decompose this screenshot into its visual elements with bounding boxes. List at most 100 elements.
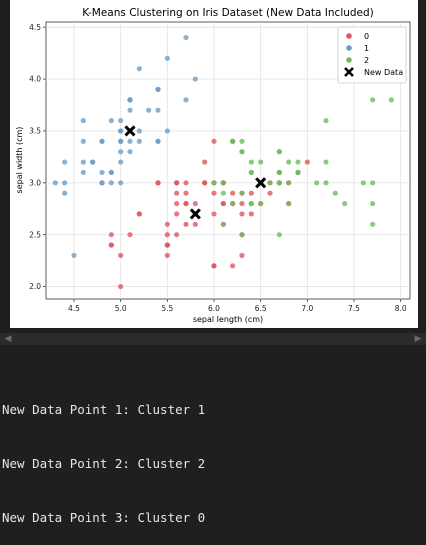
data-point-cluster-2 [258,159,264,165]
new-data-point-marker [124,125,136,137]
scatter-chart: 4.5 5.0 5.5 6.0 6.5 7.0 7.5 8.0 2.0 2.5 3.0 3.5 4.0 4… [15,7,411,324]
data-point-cluster-1 [118,180,124,186]
data-point-cluster-2 [239,149,245,155]
data-point-cluster-0 [239,211,245,217]
data-point-cluster-2 [388,97,394,103]
data-point-cluster-1 [146,107,152,113]
data-point-cluster-0 [304,159,310,165]
data-point-cluster-0 [183,190,189,196]
legend-marker-0 [346,33,352,39]
data-point-cluster-2 [276,169,282,176]
data-point-cluster-0 [202,180,208,186]
data-point-cluster-0 [164,242,170,248]
chart-figure: 4.5 5.0 5.5 6.0 6.5 7.0 7.5 8.0 2.0 2.5 3.0 3.5 4.0 4… [10,0,418,328]
data-point-cluster-2 [370,200,376,207]
data-point-cluster-2 [276,232,282,238]
data-point-cluster-1 [62,180,68,186]
data-point-cluster-2 [220,221,226,227]
data-point-cluster-1 [127,97,133,103]
data-point-cluster-2 [239,232,245,238]
data-point-cluster-1 [183,97,189,103]
grid [46,22,410,299]
data-point-cluster-2 [314,180,320,186]
data-point-cluster-2 [370,97,376,103]
data-point-cluster-0 [108,232,114,238]
legend-marker-1 [346,45,352,51]
y-axis-label: sepal width (cm) [15,127,24,194]
data-point-cluster-1 [127,149,133,155]
data-point-cluster-2 [230,200,236,207]
data-point-cluster-2 [360,180,366,186]
data-point-cluster-2 [323,180,329,186]
legend-label-new-data: New Data [364,68,403,77]
legend: 0 1 2 New Data [337,26,407,84]
data-point-cluster-1 [155,86,161,93]
data-point-cluster-0 [174,200,180,207]
data-point-cluster-0 [239,200,245,207]
data-point-cluster-0 [211,190,217,196]
data-point-cluster-2 [323,159,329,165]
output-line: New Data Point 2: Cluster 2 [2,456,206,471]
data-point-cluster-0 [183,221,189,227]
data-point-cluster-2 [220,180,226,186]
data-point-cluster-1 [192,76,198,82]
data-point-cluster-1 [136,128,142,134]
x-tick-label: 4.5 [68,304,80,313]
data-point-cluster-1 [136,138,142,144]
legend-label-2: 2 [364,56,369,65]
data-point-cluster-1 [183,34,189,41]
legend-box [337,26,407,84]
data-point-cluster-2 [323,117,329,124]
data-point-cluster-2 [342,200,348,207]
new-data-point-marker [189,208,201,220]
data-point-cluster-0 [164,252,170,259]
data-point-cluster-0 [183,180,189,186]
data-point-cluster-0 [164,221,170,227]
data-point-cluster-1 [136,66,142,72]
y-tick-label: 3.5 [29,127,41,136]
data-point-cluster-1 [118,159,124,165]
data-point-cluster-0 [174,211,180,217]
data-point-cluster-0 [230,263,236,269]
axis-ticks: 4.5 5.0 5.5 6.0 6.5 7.0 7.5 8.0 2.0 2.5 3.0 3.5 4.0 4… [29,23,407,313]
data-point-cluster-0 [248,211,254,217]
scroll-right-icon[interactable]: ▶ [414,334,422,344]
data-point-cluster-0 [118,283,124,290]
data-point-cluster-2 [286,159,292,165]
scroll-left-icon[interactable]: ◀ [4,334,12,344]
data-point-cluster-2 [267,180,273,186]
data-point-cluster-1 [118,117,124,124]
data-point-cluster-0 [108,242,114,248]
data-point-cluster-0 [155,180,161,186]
data-point-cluster-0 [183,200,189,207]
data-point-cluster-2 [370,221,376,227]
data-point-cluster-2 [258,200,264,207]
data-point-cluster-0 [220,200,226,207]
data-points [52,34,394,290]
data-point-cluster-1 [52,180,58,186]
x-tick-label: 5.5 [161,304,173,313]
data-point-cluster-0 [211,211,217,217]
data-point-cluster-2 [295,159,301,165]
data-point-cluster-1 [99,169,105,176]
data-point-cluster-0 [230,190,236,196]
data-point-cluster-0 [267,190,273,196]
data-point-cluster-0 [202,159,208,165]
data-point-cluster-1 [80,159,86,165]
data-point-cluster-2 [220,190,226,196]
cell-output: New Data Point 1: Cluster 1 New Data Poi… [2,365,205,545]
x-tick-label: 6.0 [208,304,220,313]
data-point-cluster-1 [108,117,114,124]
horizontal-scrollbar[interactable]: ◀ ▶ [0,333,426,345]
data-point-cluster-0 [248,190,254,196]
data-point-cluster-2 [230,138,236,144]
data-point-cluster-0 [192,221,198,227]
data-point-cluster-1 [71,252,77,259]
data-point-cluster-1 [108,180,114,186]
data-point-cluster-0 [164,232,170,238]
data-point-cluster-2 [248,200,254,207]
data-point-cluster-1 [62,190,68,196]
legend-label-1: 1 [364,44,369,53]
data-point-cluster-1 [155,138,161,144]
data-point-cluster-1 [164,55,170,61]
